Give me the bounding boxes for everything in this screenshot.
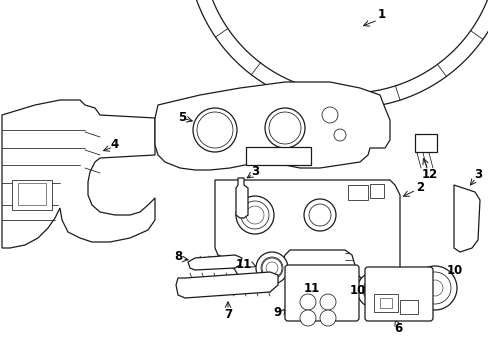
Circle shape (324, 282, 335, 294)
FancyBboxPatch shape (285, 265, 358, 321)
Bar (245, 147, 310, 165)
Circle shape (299, 294, 315, 310)
Polygon shape (193, 0, 488, 108)
Bar (373, 294, 397, 312)
Circle shape (412, 266, 456, 310)
Polygon shape (176, 272, 278, 298)
Circle shape (318, 277, 340, 299)
Circle shape (356, 272, 392, 308)
Text: 7: 7 (224, 309, 232, 321)
Polygon shape (236, 178, 247, 218)
Text: 5: 5 (178, 112, 186, 125)
Polygon shape (215, 180, 399, 282)
Polygon shape (453, 185, 479, 252)
Text: 12: 12 (421, 168, 437, 181)
FancyBboxPatch shape (364, 267, 432, 321)
Circle shape (321, 107, 337, 123)
Bar (347, 185, 367, 200)
Text: 9: 9 (273, 306, 282, 319)
Bar (414, 134, 436, 152)
Polygon shape (155, 82, 389, 170)
Text: 1: 1 (377, 9, 385, 22)
Circle shape (362, 278, 386, 302)
Circle shape (299, 310, 315, 326)
Circle shape (418, 272, 450, 304)
Text: 8: 8 (174, 251, 182, 264)
Text: 4: 4 (111, 139, 119, 152)
Circle shape (256, 252, 287, 284)
Circle shape (333, 129, 346, 141)
Text: 11: 11 (303, 282, 320, 294)
Circle shape (368, 284, 380, 296)
Text: 2: 2 (415, 181, 423, 194)
Circle shape (426, 280, 442, 296)
Circle shape (313, 272, 346, 304)
Text: 6: 6 (393, 321, 401, 334)
Polygon shape (187, 255, 242, 270)
Text: 3: 3 (250, 166, 259, 179)
Text: 11: 11 (235, 258, 252, 271)
Bar (18, 183, 46, 205)
Bar (399, 300, 417, 314)
Text: 3: 3 (473, 168, 481, 181)
Text: 10: 10 (446, 264, 462, 276)
Circle shape (319, 294, 335, 310)
Circle shape (319, 310, 335, 326)
Bar (369, 184, 383, 198)
Circle shape (261, 257, 283, 279)
Circle shape (265, 262, 278, 274)
Bar (379, 298, 391, 308)
Polygon shape (2, 100, 155, 248)
Bar (12, 180, 52, 210)
Text: 10: 10 (349, 284, 366, 297)
